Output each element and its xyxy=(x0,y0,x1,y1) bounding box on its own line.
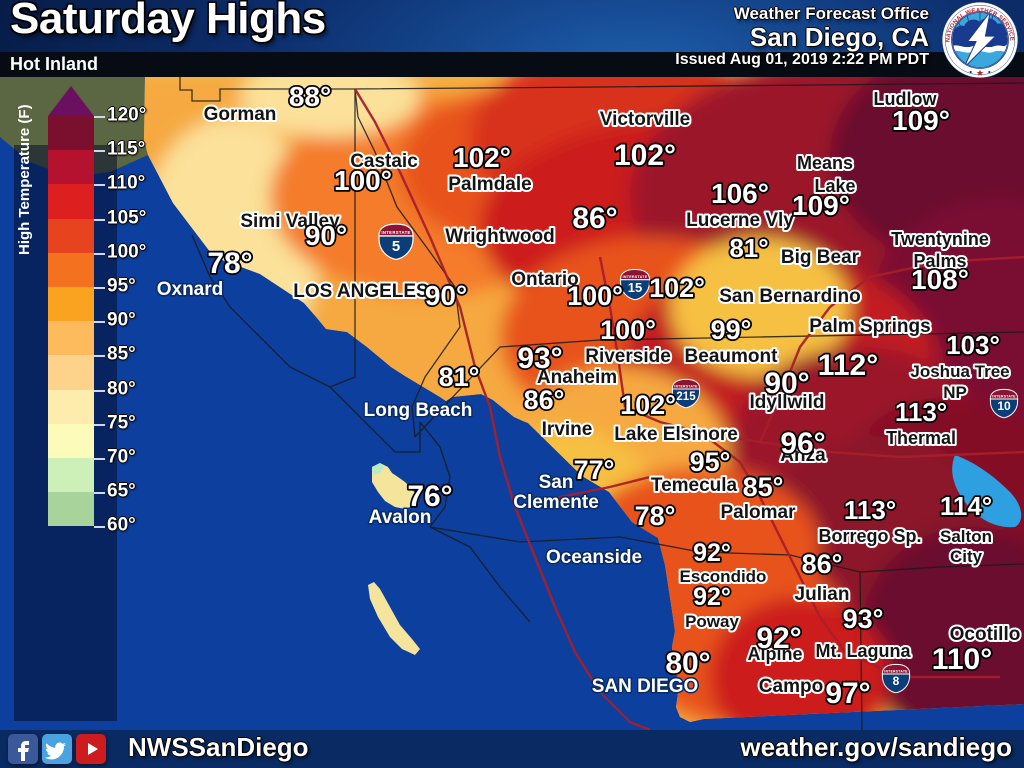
svg-text:Borrego Sp.: Borrego Sp. xyxy=(818,526,921,546)
svg-text:Lucerne Vly: Lucerne Vly xyxy=(686,210,794,231)
svg-text:Oceanside: Oceanside xyxy=(546,547,642,568)
svg-text:114°: 114° xyxy=(940,491,992,521)
svg-text:5: 5 xyxy=(392,238,400,255)
svg-text:102°: 102° xyxy=(614,139,676,172)
svg-text:112°: 112° xyxy=(818,349,878,382)
svg-text:Gorman: Gorman xyxy=(204,104,277,125)
svg-text:Palomar: Palomar xyxy=(721,502,797,523)
svg-text:80°: 80° xyxy=(665,647,710,680)
svg-text:10: 10 xyxy=(997,399,1011,413)
svg-text:100°: 100° xyxy=(600,315,656,345)
svg-text:96°: 96° xyxy=(780,427,825,460)
svg-text:Temecula: Temecula xyxy=(651,475,738,496)
svg-text:76°: 76° xyxy=(407,480,452,513)
svg-text:Mt. Laguna: Mt. Laguna xyxy=(816,641,912,661)
svg-text:81°: 81° xyxy=(729,233,768,263)
svg-text:77°: 77° xyxy=(574,455,615,485)
svg-text:113°: 113° xyxy=(895,397,947,427)
svg-text:99°: 99° xyxy=(711,315,752,345)
svg-text:90°: 90° xyxy=(425,280,467,311)
svg-text:Julian: Julian xyxy=(795,584,850,605)
svg-text:85°: 85° xyxy=(743,472,784,502)
svg-text:Big Bear: Big Bear xyxy=(781,247,860,268)
svg-text:Wrightwood: Wrightwood xyxy=(445,226,554,247)
svg-text:88°: 88° xyxy=(289,81,331,112)
svg-text:Campo: Campo xyxy=(759,676,823,697)
svg-text:Salton: Salton xyxy=(940,527,992,546)
svg-text:Clemente: Clemente xyxy=(513,492,599,513)
svg-text:106°: 106° xyxy=(711,178,769,209)
svg-text:102°: 102° xyxy=(649,273,705,303)
svg-text:San: San xyxy=(539,472,574,493)
svg-text:95°: 95° xyxy=(690,447,731,477)
svg-text:109°: 109° xyxy=(892,105,950,136)
svg-text:Long Beach: Long Beach xyxy=(364,400,473,421)
svg-text:92°: 92° xyxy=(693,539,731,567)
svg-text:92°: 92° xyxy=(693,583,731,611)
svg-text:78°: 78° xyxy=(207,247,252,280)
svg-text:Ocotillo: Ocotillo xyxy=(950,624,1021,645)
svg-text:90°: 90° xyxy=(305,220,347,251)
svg-text:108°: 108° xyxy=(911,264,969,295)
svg-text:102°: 102° xyxy=(453,142,511,173)
svg-text:215: 215 xyxy=(676,391,696,403)
svg-text:15: 15 xyxy=(628,280,642,295)
svg-text:Palmdale: Palmdale xyxy=(448,174,531,195)
svg-text:102°: 102° xyxy=(620,390,676,420)
svg-text:78°: 78° xyxy=(635,501,676,531)
svg-text:Victorville: Victorville xyxy=(600,109,690,130)
svg-text:110°: 110° xyxy=(932,643,992,676)
svg-text:113°: 113° xyxy=(844,495,896,525)
svg-text:Beaumont: Beaumont xyxy=(685,346,779,367)
svg-text:92°: 92° xyxy=(756,622,801,655)
svg-text:109°: 109° xyxy=(792,190,850,221)
svg-text:86°: 86° xyxy=(524,385,565,415)
svg-text:81°: 81° xyxy=(439,362,480,392)
svg-text:Thermal: Thermal xyxy=(886,428,956,448)
svg-text:Means: Means xyxy=(797,153,853,173)
svg-text:Joshua Tree: Joshua Tree xyxy=(910,362,1009,381)
svg-text:LOS ANGELES: LOS ANGELES xyxy=(293,281,428,302)
svg-text:86°: 86° xyxy=(802,549,843,579)
svg-text:93°: 93° xyxy=(517,342,562,375)
svg-text:100°: 100° xyxy=(334,165,392,196)
svg-text:8: 8 xyxy=(893,674,900,688)
svg-text:90°: 90° xyxy=(764,367,809,400)
svg-text:Lake Elsinore: Lake Elsinore xyxy=(614,424,738,445)
svg-text:Riverside: Riverside xyxy=(585,346,671,367)
svg-text:103°: 103° xyxy=(946,330,1000,360)
svg-text:86°: 86° xyxy=(572,202,617,235)
svg-text:97°: 97° xyxy=(825,677,870,710)
svg-text:San Bernardino: San Bernardino xyxy=(719,286,860,307)
svg-text:Poway: Poway xyxy=(685,612,739,631)
svg-text:Irvine: Irvine xyxy=(542,419,593,440)
svg-text:Palm Springs: Palm Springs xyxy=(809,316,930,337)
svg-text:Oxnard: Oxnard xyxy=(157,279,224,300)
svg-text:93°: 93° xyxy=(843,604,884,634)
svg-text:City: City xyxy=(950,547,983,566)
svg-text:100°: 100° xyxy=(567,281,623,311)
svg-text:Twentynine: Twentynine xyxy=(891,229,989,249)
